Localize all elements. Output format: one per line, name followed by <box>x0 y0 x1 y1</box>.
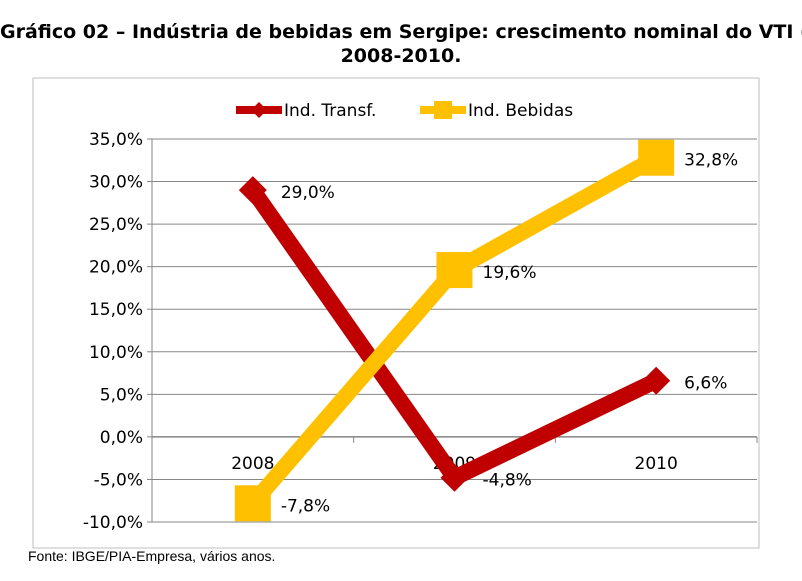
source-note: Fonte: IBGE/PIA-Empresa, vários anos. <box>28 548 276 564</box>
data-point-ind-bebidas <box>638 139 675 176</box>
chart-frame <box>32 77 760 549</box>
data-label-ind-bebidas: -7,8% <box>281 496 330 516</box>
data-point-ind-bebidas <box>234 485 271 522</box>
y-tick-label: 25,0% <box>89 215 143 235</box>
y-tick-label: 20,0% <box>89 258 143 278</box>
y-tick-label: 30,0% <box>89 173 143 193</box>
series-layer: 29,0% -4,8% 6,6% -7,8% 19,6% 32,8% <box>234 139 738 522</box>
chart-title: Gráfico 02 – Indústria de bebidas em Ser… <box>0 20 802 68</box>
legend: Ind. Transf. Ind. Bebidas <box>236 101 573 121</box>
x-tick-label: 2010 <box>635 454 678 474</box>
y-tick-label: 5,0% <box>100 385 143 405</box>
y-tick-label: -5,0% <box>94 470 143 490</box>
legend-label: Ind. Bebidas <box>468 101 573 121</box>
legend-marker-diamond <box>251 102 267 118</box>
legend-label: Ind. Transf. <box>284 101 376 121</box>
data-label-ind-transf: 29,0% <box>281 183 335 203</box>
y-tick-label: 0,0% <box>100 428 143 448</box>
data-label-ind-bebidas: 32,8% <box>684 151 738 171</box>
data-point-ind-transf <box>238 176 267 205</box>
y-tick-label: 10,0% <box>89 343 143 363</box>
y-tick-label: 15,0% <box>89 300 143 320</box>
legend-marker-square <box>434 101 452 119</box>
data-point-ind-bebidas <box>436 252 473 289</box>
x-tick-label: 2008 <box>231 454 274 474</box>
y-tick-label: -10,0% <box>83 513 143 533</box>
data-point-ind-transf <box>642 366 671 395</box>
data-label-ind-bebidas: 19,6% <box>483 263 537 283</box>
y-axis: 35,0% 30,0% 25,0% 20,0% 15,0% 10,0% 5,0% 0,0% -5… <box>83 130 153 533</box>
title-line-2: 2008-2010. <box>340 45 462 67</box>
title-line-1: Gráfico 02 – Indústria de bebidas em Ser… <box>0 21 802 43</box>
y-tick-label: 35,0% <box>89 130 143 150</box>
series-line-ind-bebidas <box>246 150 661 509</box>
data-point-ind-transf <box>440 463 469 492</box>
data-label-ind-transf: 6,6% <box>684 374 727 394</box>
data-label-ind-transf: -4,8% <box>483 471 532 491</box>
